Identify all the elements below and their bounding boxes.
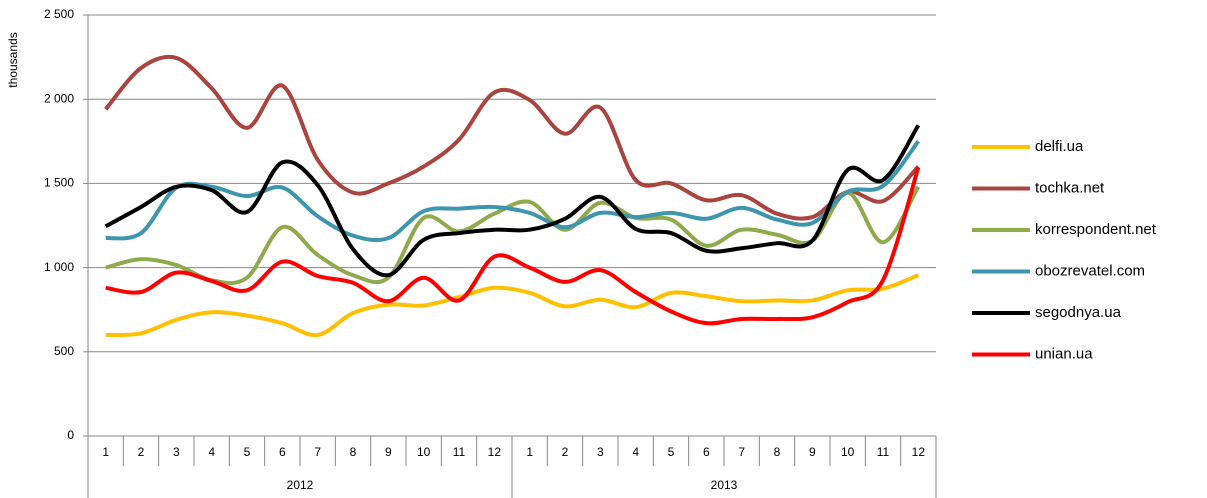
- group-label: 2012: [287, 478, 314, 492]
- legend-label: delfi.ua: [1035, 138, 1084, 155]
- group-label: 2013: [711, 478, 738, 492]
- legend-label: segodnya.ua: [1035, 304, 1122, 321]
- x-tick-label: 4: [208, 445, 215, 459]
- x-tick-label: 11: [877, 445, 890, 459]
- x-tick-label: 6: [703, 445, 710, 459]
- series-line: [105, 273, 920, 338]
- x-tick-label: 12: [488, 445, 502, 459]
- y-tick-label: 2 000: [44, 91, 74, 105]
- series-line: [104, 124, 921, 278]
- y-tick-label: 500: [54, 344, 74, 358]
- x-tick-label: 7: [314, 445, 321, 459]
- legend-label: korrespondent.net: [1035, 221, 1157, 238]
- x-tick-label: 2: [562, 445, 569, 459]
- x-tick-label: 8: [350, 445, 357, 459]
- x-tick-label: 8: [774, 445, 781, 459]
- series-line: [104, 54, 920, 221]
- x-tick-label: 10: [417, 445, 431, 459]
- x-tick-label: 11: [453, 445, 466, 459]
- series-line: [105, 185, 921, 286]
- series-line: [105, 166, 921, 326]
- x-tick-label: 3: [597, 445, 604, 459]
- x-tick-label: 5: [244, 445, 251, 459]
- y-axis-label: thousands: [6, 32, 20, 87]
- x-tick-label: 7: [738, 445, 745, 459]
- x-tick-label: 10: [841, 445, 855, 459]
- x-tick-label: 9: [385, 445, 392, 459]
- x-tick-label: 2: [138, 445, 145, 459]
- x-tick-label: 3: [173, 445, 180, 459]
- y-tick-label: 1 500: [44, 176, 74, 190]
- x-tick-label: 6: [279, 445, 286, 459]
- legend-label: tochka.net: [1035, 179, 1105, 196]
- y-tick-label: 0: [67, 428, 74, 442]
- series-line: [105, 140, 920, 243]
- x-tick-label: 12: [912, 445, 926, 459]
- x-tick-label: 4: [632, 445, 639, 459]
- x-tick-label: 1: [102, 445, 109, 459]
- x-tick-label: 1: [526, 445, 533, 459]
- legend-label: obozrevatel.com: [1035, 262, 1145, 279]
- legend-label: unian.ua: [1035, 345, 1093, 362]
- y-tick-label: 2 500: [44, 7, 74, 21]
- x-tick-label: 9: [809, 445, 816, 459]
- x-tick-label: 5: [668, 445, 675, 459]
- y-tick-label: 1 000: [44, 260, 74, 274]
